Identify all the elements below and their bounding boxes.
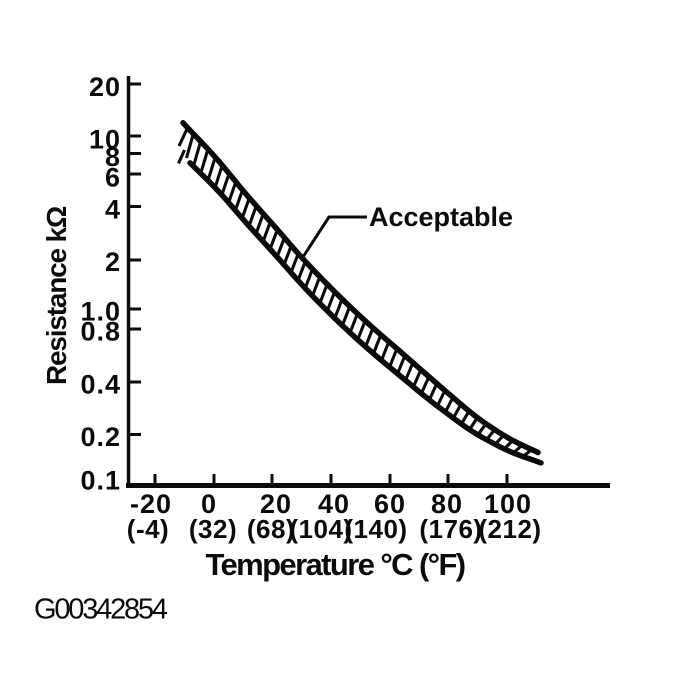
svg-text:Resistance kΩ: Resistance kΩ (41, 206, 72, 385)
svg-text:0.2: 0.2 (80, 422, 121, 452)
svg-text:Temperature °C (°F): Temperature °C (°F) (205, 547, 464, 582)
svg-text:0.8: 0.8 (80, 317, 121, 347)
svg-text:0.1: 0.1 (80, 466, 121, 496)
svg-text:-20: -20 (130, 489, 172, 519)
svg-text:Acceptable: Acceptable (369, 202, 513, 232)
svg-text:0.4: 0.4 (80, 370, 121, 400)
svg-text:(140): (140) (344, 514, 407, 544)
svg-text:(32): (32) (189, 514, 237, 544)
svg-text:2: 2 (105, 247, 121, 277)
svg-text:8: 8 (105, 142, 121, 172)
svg-text:G00342854: G00342854 (34, 594, 168, 626)
svg-text:10: 10 (89, 125, 121, 155)
svg-text:0: 0 (201, 489, 217, 519)
svg-text:100: 100 (484, 489, 532, 519)
svg-text:4: 4 (105, 195, 121, 225)
svg-text:20: 20 (89, 72, 121, 102)
svg-text:(104): (104) (289, 514, 352, 544)
svg-text:1.0: 1.0 (80, 297, 121, 327)
svg-text:20: 20 (260, 489, 292, 519)
svg-text:60: 60 (374, 489, 406, 519)
svg-text:40: 40 (318, 489, 350, 519)
svg-text:(176): (176) (419, 514, 482, 544)
svg-text:(68): (68) (247, 514, 295, 544)
svg-text:(212): (212) (478, 514, 541, 544)
svg-text:80: 80 (431, 489, 463, 519)
svg-text:6: 6 (105, 163, 121, 193)
svg-text:(-4): (-4) (127, 514, 169, 544)
